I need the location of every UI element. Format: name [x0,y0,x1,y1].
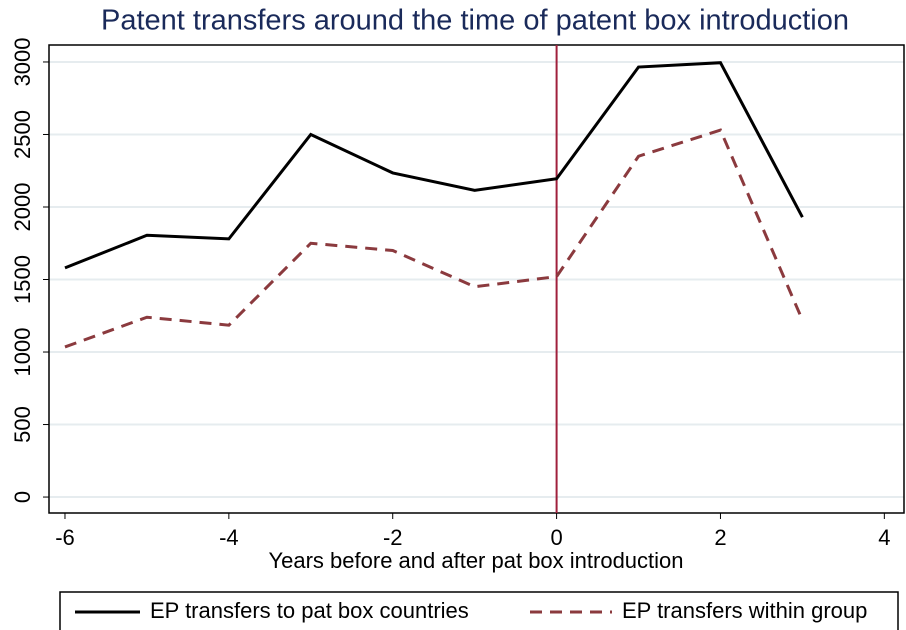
x-axis-label: Years before and after pat box introduct… [268,548,683,573]
legend-label: EP transfers within group [622,598,867,623]
x-tick-label: 4 [878,525,890,550]
x-tick-label: 2 [714,525,726,550]
chart-title: Patent transfers around the time of pate… [101,5,849,37]
x-tick-label: -6 [55,525,75,550]
y-tick-label: 500 [10,406,35,443]
legend-label: EP transfers to pat box countries [150,598,469,623]
series-line [64,61,804,270]
legend-box [59,591,899,630]
y-tick-label: 2500 [10,110,35,159]
plot-frame [48,44,905,514]
y-tick-label: 2000 [10,183,35,232]
series-line [64,128,804,349]
y-tick-label: 1000 [10,328,35,377]
x-tick-label: -4 [219,525,239,550]
y-tick-label: 1500 [10,255,35,304]
y-tick-label: 0 [10,491,35,503]
x-tick-label: -2 [383,525,403,550]
y-tick-label: 3000 [10,37,35,86]
x-tick-label: 0 [550,525,562,550]
